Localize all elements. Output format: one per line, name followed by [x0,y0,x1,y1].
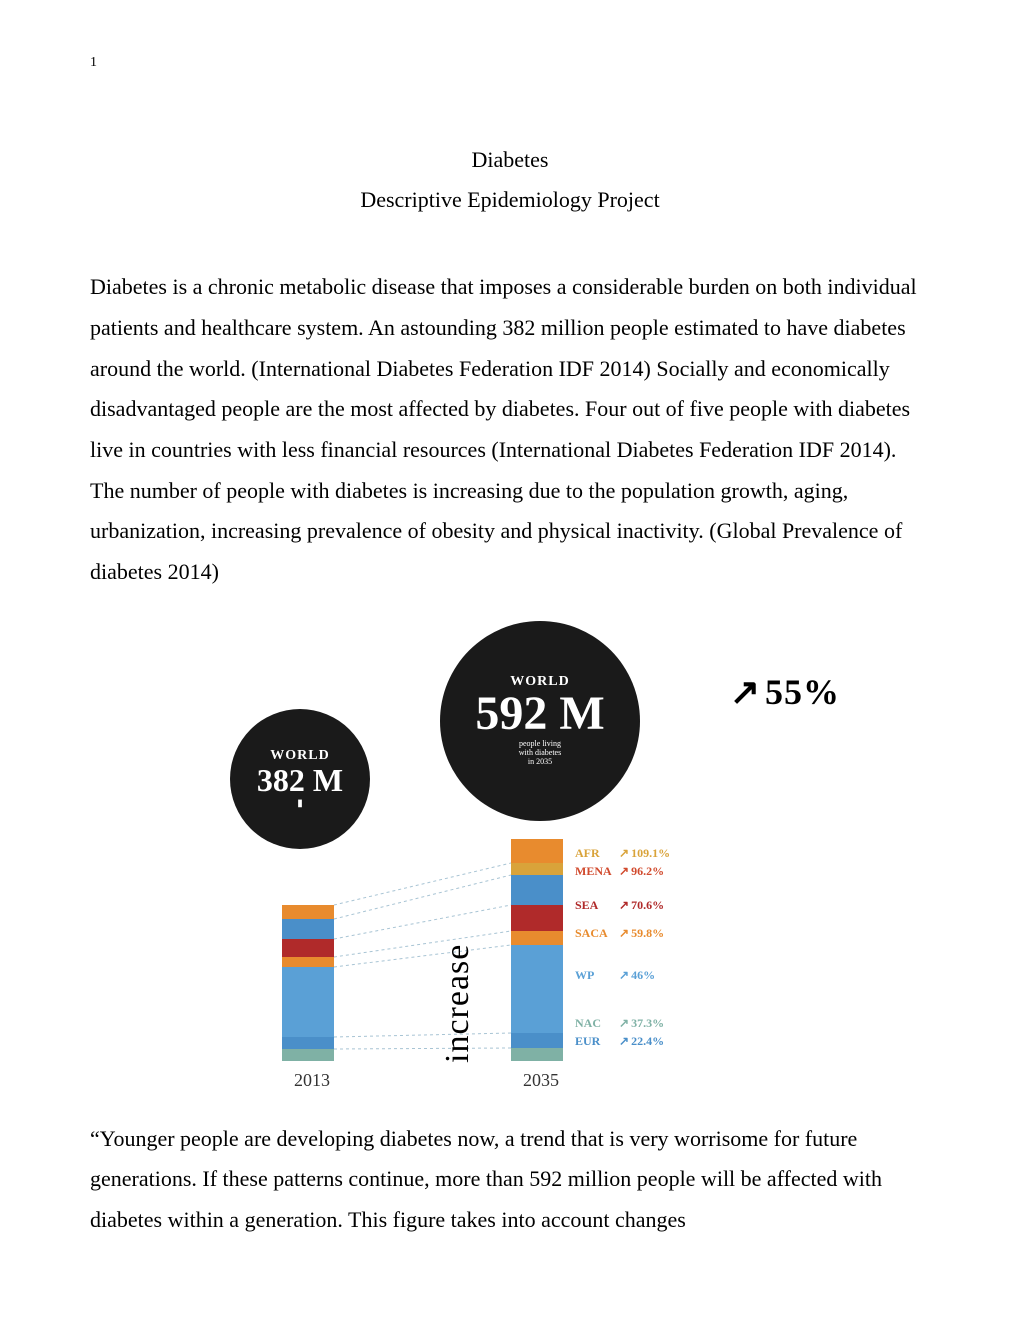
bar-2013-label: 2013 [282,1070,342,1091]
bar-segment [511,1033,563,1048]
region-name: EUR [575,1034,617,1048]
region-name: AFR [575,846,617,860]
region-name: MENA [575,864,617,878]
bar-2013 [282,905,334,1061]
bar-segment [282,967,334,1037]
bar-segment [282,939,334,957]
region-pct: 109.1% [631,846,670,860]
world-increase-pct: ↗55% [730,671,840,713]
region-pct: 59.8% [631,926,664,940]
increase-label: increase [439,943,477,1062]
bubble-2013-value: 382 M [257,764,343,796]
bubble-row: WORLD 382 M ▮ WORLD 592 M people living … [180,621,840,861]
world-pct-value: 55% [765,671,840,713]
bar-2035-label: 2035 [511,1070,571,1091]
region-pct: 46% [631,968,655,982]
bubble-2035: WORLD 592 M people living with diabetes … [440,621,640,821]
bar-segment [282,957,334,967]
bar-segment [282,919,334,939]
bar-segment [511,1048,563,1061]
arrow-up-icon: ↗ [730,671,761,713]
region-row: AFR↗109.1% [575,846,670,860]
region-pct: 22.4% [631,1034,664,1048]
title-line-1: Diabetes [90,140,930,180]
bar-segment [511,931,563,945]
page-number: 1 [90,55,97,71]
bar-segment [511,839,563,863]
bar-segment [511,875,563,905]
region-row: SACA↗59.8% [575,926,664,940]
region-row: SEA↗70.6% [575,898,664,912]
title-block: Diabetes Descriptive Epidemiology Projec… [90,140,930,219]
arrow-up-icon: ↗ [619,846,629,860]
paragraph-1: Diabetes is a chronic metabolic disease … [90,267,930,593]
region-row: NAC↗37.3% [575,1016,664,1030]
person-icon: ▮ [297,798,303,809]
region-row: EUR↗22.4% [575,1034,664,1048]
bar-segment [282,1049,334,1061]
bar-segment [511,945,563,1033]
bubble-2035-value: 592 M [475,690,604,738]
bar-segment [282,905,334,919]
bars-area: increase 2013 2035 AFR↗109.1%MENA↗96.2%S… [180,861,840,1091]
bar-segment [282,1037,334,1049]
bar-segment [511,863,563,875]
region-pct: 70.6% [631,898,664,912]
arrow-up-icon: ↗ [619,898,629,912]
bar-2035 [511,839,563,1061]
title-line-2: Descriptive Epidemiology Project [90,180,930,220]
arrow-up-icon: ↗ [619,1034,629,1048]
infographic: WORLD 382 M ▮ WORLD 592 M people living … [180,621,840,1091]
bar-segment [511,905,563,931]
region-pct: 37.3% [631,1016,664,1030]
region-pct: 96.2% [631,864,664,878]
arrow-up-icon: ↗ [619,1016,629,1030]
region-name: SACA [575,926,617,940]
bubble-2013: WORLD 382 M ▮ [230,709,370,849]
connector-lines [180,861,840,1091]
region-row: WP↗46% [575,968,655,982]
bubble-2035-sub: people living with diabetes in 2035 [519,740,561,766]
arrow-up-icon: ↗ [619,864,629,878]
region-row: MENA↗96.2% [575,864,664,878]
region-name: WP [575,968,617,982]
region-name: NAC [575,1016,617,1030]
region-name: SEA [575,898,617,912]
arrow-up-icon: ↗ [619,926,629,940]
arrow-up-icon: ↗ [619,968,629,982]
paragraph-2: “Younger people are developing diabetes … [90,1119,930,1241]
